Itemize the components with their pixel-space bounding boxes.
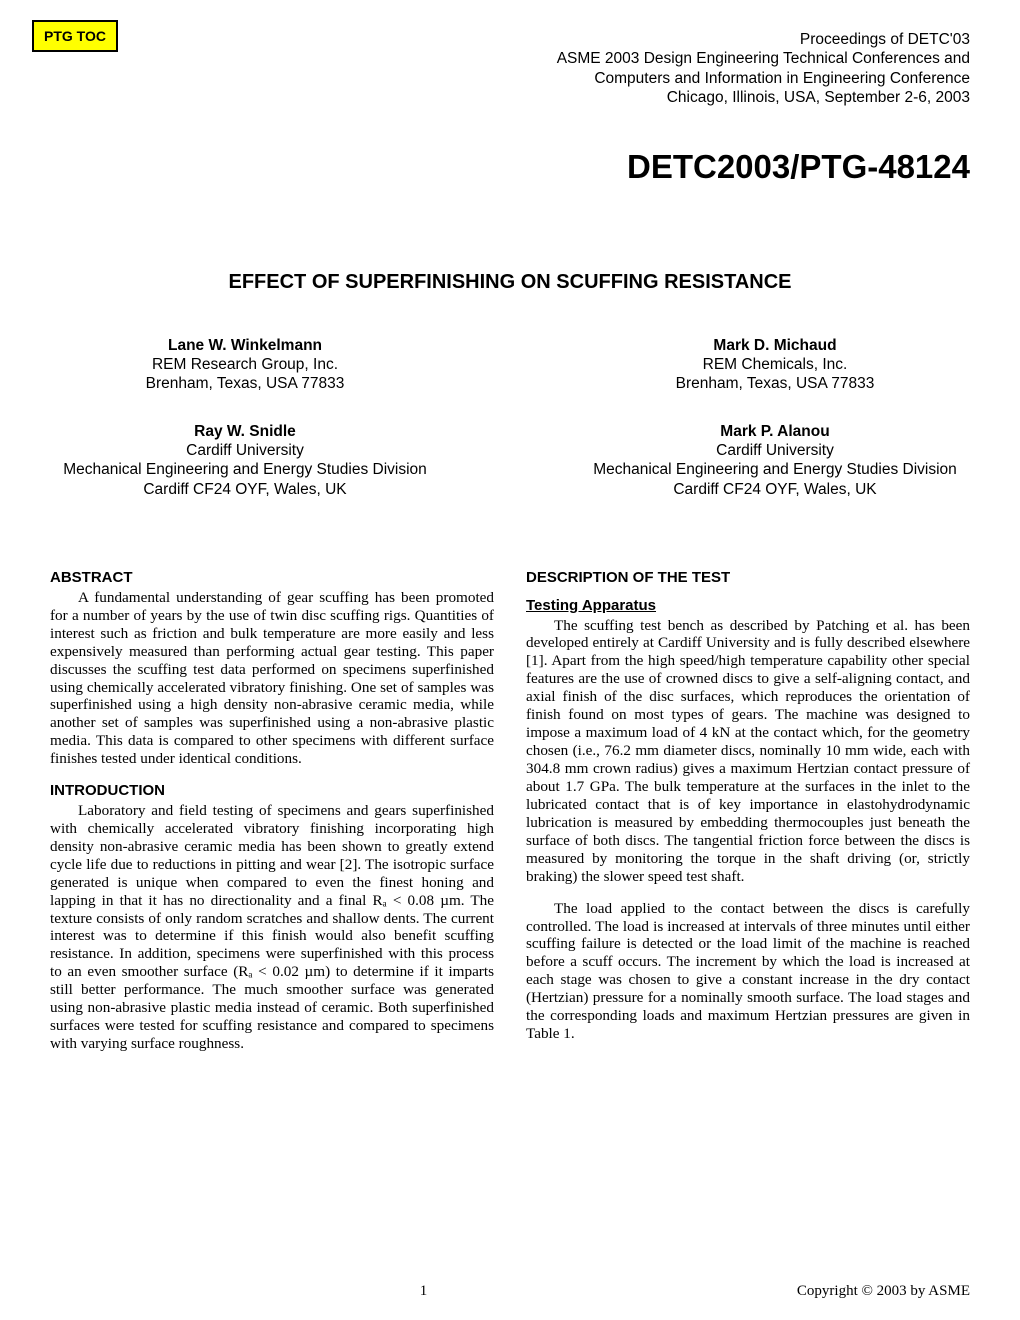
paper-title: EFFECT OF SUPERFINISHING ON SCUFFING RES… [50, 271, 970, 294]
author-row-2: Ray W. Snidle Cardiff University Mechani… [50, 422, 970, 500]
page-number: 1 [420, 1283, 428, 1300]
proceedings-line: ASME 2003 Design Engineering Technical C… [250, 49, 970, 68]
author-name: Mark D. Michaud [585, 336, 965, 355]
author-affil: Cardiff CF24 OYF, Wales, UK [585, 480, 965, 499]
author-block: Lane W. Winkelmann REM Research Group, I… [55, 336, 435, 394]
author-row-1: Lane W. Winkelmann REM Research Group, I… [50, 336, 970, 394]
author-affil: Cardiff University [585, 441, 965, 460]
introduction-text: Laboratory and field testing of specimen… [50, 802, 494, 1053]
author-block: Ray W. Snidle Cardiff University Mechani… [55, 422, 435, 500]
author-block: Mark P. Alanou Cardiff University Mechan… [585, 422, 965, 500]
proceedings-line: Proceedings of DETC'03 [250, 30, 970, 49]
author-block: Mark D. Michaud REM Chemicals, Inc. Bren… [585, 336, 965, 394]
author-affil: Mechanical Engineering and Energy Studie… [585, 460, 965, 479]
author-affil: Cardiff University [55, 441, 435, 460]
paper-number: DETC2003/PTG-48124 [50, 148, 970, 186]
page-footer: 1 Copyright © 2003 by ASME [50, 1283, 970, 1300]
proceedings-line: Computers and Information in Engineering… [250, 69, 970, 88]
author-affil: Brenham, Texas, USA 77833 [585, 374, 965, 393]
introduction-heading: INTRODUCTION [50, 782, 494, 800]
author-name: Ray W. Snidle [55, 422, 435, 441]
testing-paragraph: The scuffing test bench as described by … [526, 617, 970, 886]
right-column: DESCRIPTION OF THE TEST Testing Apparatu… [526, 569, 970, 1053]
author-affil: Cardiff CF24 OYF, Wales, UK [55, 480, 435, 499]
abstract-text: A fundamental understanding of gear scuf… [50, 589, 494, 768]
ptg-toc-button[interactable]: PTG TOC [32, 20, 118, 52]
testing-paragraph: The load applied to the contact between … [526, 900, 970, 1044]
copyright-text: Copyright © 2003 by ASME [797, 1283, 970, 1300]
description-heading: DESCRIPTION OF THE TEST [526, 569, 970, 587]
proceedings-line: Chicago, Illinois, USA, September 2-6, 2… [250, 88, 970, 107]
testing-apparatus-heading: Testing Apparatus [526, 597, 970, 615]
author-affil: REM Chemicals, Inc. [585, 355, 965, 374]
body-columns: ABSTRACT A fundamental understanding of … [50, 569, 970, 1053]
abstract-heading: ABSTRACT [50, 569, 494, 587]
left-column: ABSTRACT A fundamental understanding of … [50, 569, 494, 1053]
author-name: Mark P. Alanou [585, 422, 965, 441]
author-affil: REM Research Group, Inc. [55, 355, 435, 374]
author-name: Lane W. Winkelmann [55, 336, 435, 355]
proceedings-block: Proceedings of DETC'03 ASME 2003 Design … [250, 30, 970, 108]
author-affil: Mechanical Engineering and Energy Studie… [55, 460, 435, 479]
author-affil: Brenham, Texas, USA 77833 [55, 374, 435, 393]
